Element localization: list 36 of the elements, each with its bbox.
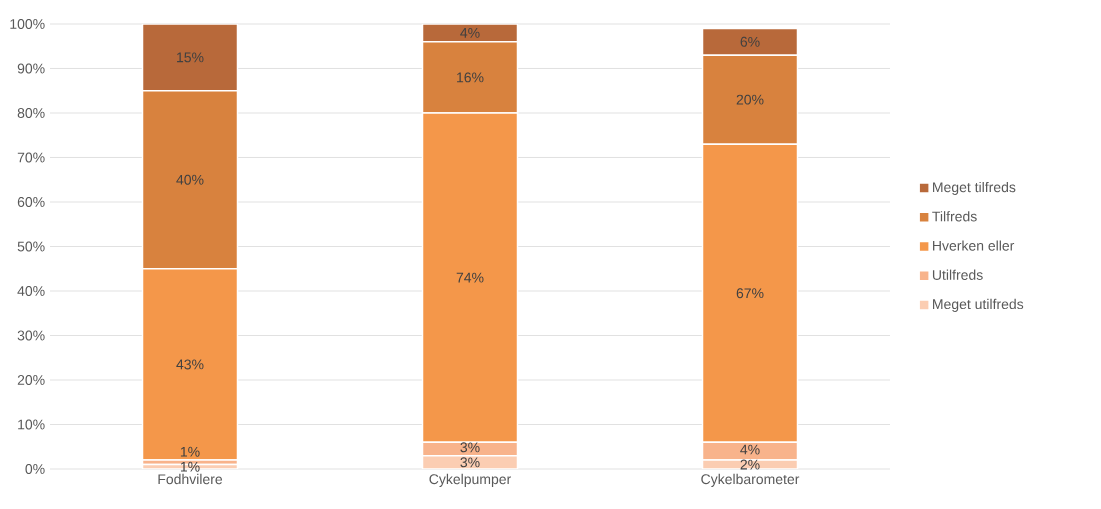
data-label: 43% bbox=[176, 359, 204, 370]
data-label: 40% bbox=[176, 174, 204, 185]
y-tick-label: 40% bbox=[17, 286, 45, 296]
data-label: 6% bbox=[740, 36, 760, 47]
data-label: 4% bbox=[460, 27, 480, 38]
legend-label: Meget utilfreds bbox=[933, 298, 1024, 312]
data-label: 1% bbox=[180, 446, 200, 457]
data-label: 4% bbox=[740, 444, 760, 455]
data-label: 67% bbox=[736, 288, 764, 299]
y-tick-label: 80% bbox=[17, 108, 45, 118]
legend-label: Utilfreds bbox=[932, 269, 983, 280]
y-tick-label: 10% bbox=[18, 419, 45, 430]
y-tick-label: 100% bbox=[10, 19, 45, 29]
y-tick-label: 90% bbox=[17, 63, 45, 74]
legend-label: Hverken eller bbox=[933, 240, 1015, 251]
data-label: 15% bbox=[177, 52, 204, 63]
x-tick-label: Fodhvilere bbox=[158, 473, 223, 485]
legend-label: Meget tilfreds bbox=[933, 181, 1016, 195]
y-tick-label: 30% bbox=[17, 330, 45, 341]
legend-label: Tilfreds bbox=[932, 211, 977, 222]
x-tick-label: Cykelpumper bbox=[429, 473, 511, 487]
data-label: 1% bbox=[180, 461, 200, 472]
y-tick-label: 50% bbox=[17, 241, 45, 252]
data-label: 2% bbox=[740, 459, 760, 470]
bar bbox=[141, 24, 239, 92]
data-label: 74% bbox=[456, 272, 484, 283]
data-label: 3% bbox=[460, 457, 480, 468]
data-label: 20% bbox=[736, 94, 764, 105]
y-tick-label: 0% bbox=[25, 464, 45, 474]
y-tick-label: 70% bbox=[17, 152, 45, 163]
y-tick-label: 20% bbox=[17, 375, 45, 385]
data-label: 3% bbox=[460, 442, 480, 453]
x-tick-label: Cykelbarometer bbox=[701, 473, 800, 487]
bar bbox=[701, 27, 799, 56]
y-tick-label: 60% bbox=[17, 197, 45, 207]
data-label: 16% bbox=[457, 72, 484, 83]
